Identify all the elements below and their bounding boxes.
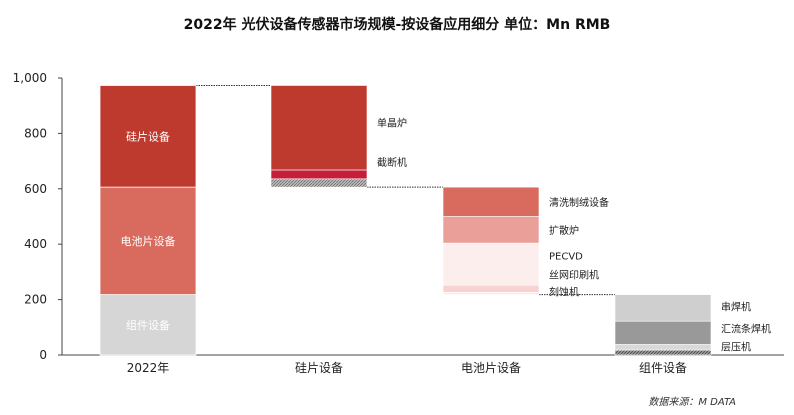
- breakdown-item-label: 刻蚀机: [549, 285, 579, 298]
- total-bar-segment: [99, 186, 197, 296]
- breakdown-bar-segment: [442, 284, 540, 293]
- total-segment-label: 硅片设备: [126, 129, 170, 143]
- breakdown-bar-segment: [614, 349, 712, 356]
- total-bar-segment: [99, 85, 197, 188]
- x-category-label: 硅片设备: [295, 361, 343, 375]
- breakdown-item-label: 串焊机: [721, 301, 751, 314]
- x-category-label: 电池片设备: [461, 361, 521, 375]
- breakdown-bar-segment: [270, 169, 368, 180]
- breakdown-item-label: 单晶炉: [377, 117, 407, 129]
- breakdown-item-label: 截断机: [377, 156, 407, 169]
- breakdown-item-label: PECVD: [549, 251, 583, 262]
- breakdown-bar-segment: [614, 344, 712, 351]
- breakdown-bar-segment: [614, 294, 712, 322]
- breakdown-bar-segment: [270, 85, 368, 171]
- y-tick-label: 600: [24, 182, 47, 196]
- y-tick-label: 200: [24, 293, 47, 307]
- y-tick-label: 400: [24, 237, 47, 251]
- breakdown-item-label: 丝网印刷机: [549, 269, 599, 282]
- breakdown-item-label: 扩散炉: [549, 224, 579, 237]
- total-segment-label: 组件设备: [126, 318, 170, 332]
- breakdown-bar-segment: [442, 216, 540, 244]
- breakdown-item-label: 汇流条焊机: [721, 323, 771, 336]
- y-tick-label: 1,000: [13, 71, 47, 85]
- breakdown-bar-segment: [270, 178, 368, 188]
- breakdown-item-label: 层压机: [721, 341, 751, 354]
- chart-title: 2022年 光伏设备传感器市场规模-按设备应用细分 单位：Mn RMB: [183, 17, 611, 33]
- y-tick-label: 800: [24, 126, 47, 140]
- breakdown-bar-segment: [442, 292, 540, 295]
- y-tick-label: 0: [39, 348, 47, 362]
- x-category-label: 2022年: [127, 361, 170, 375]
- breakdown-bar-segment: [614, 320, 712, 345]
- breakdown-bar-segment: [442, 186, 540, 217]
- source-note: 数据来源：M DATA: [648, 397, 736, 408]
- breakdown-bar-segment: [442, 242, 540, 286]
- x-category-label: 组件设备: [639, 361, 687, 375]
- total-segment-label: 电池片设备: [121, 234, 176, 248]
- breakdown-item-label: 清洗制绒设备: [549, 196, 609, 209]
- total-bar-segment: [99, 294, 197, 356]
